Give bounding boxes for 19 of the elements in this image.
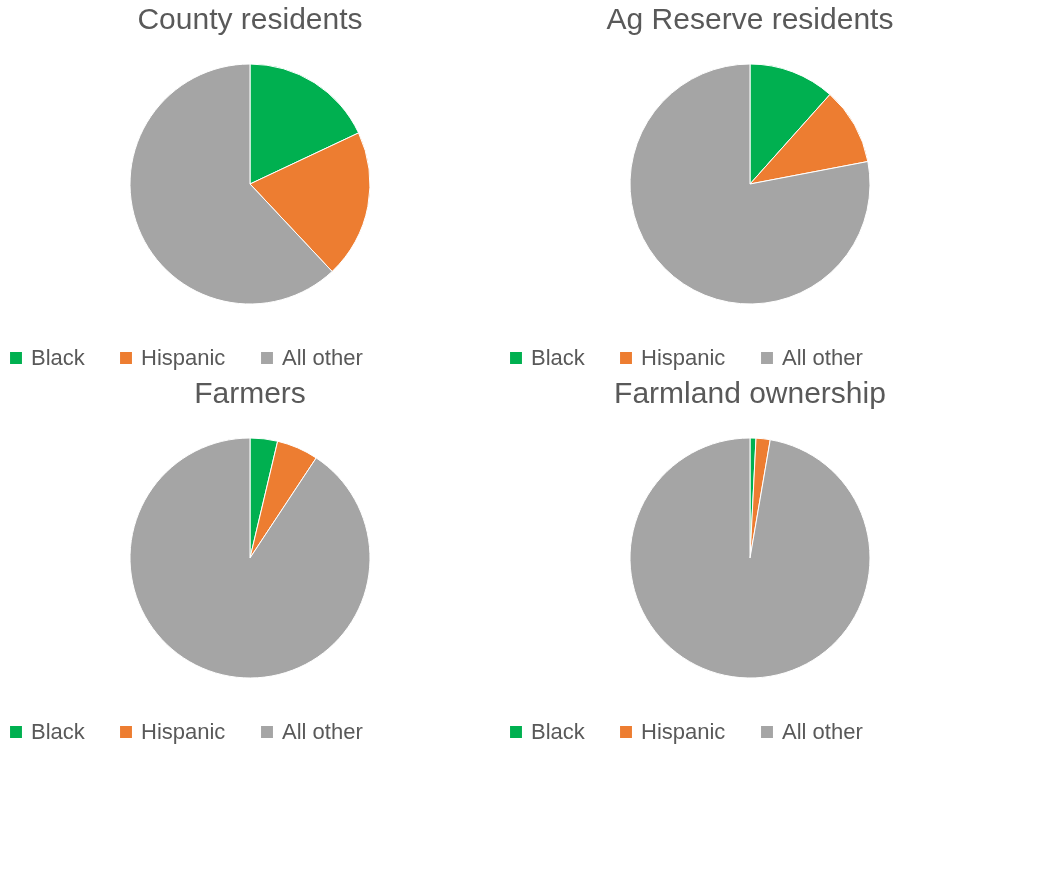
legend-label: Black bbox=[531, 719, 586, 744]
chart-title: County residents bbox=[137, 2, 363, 35]
legend-label: All other bbox=[282, 345, 363, 370]
legend-label: Black bbox=[31, 719, 86, 744]
legend-label: Hispanic bbox=[141, 345, 226, 370]
legend-label: Hispanic bbox=[141, 719, 226, 744]
chart-title: Farmers bbox=[194, 376, 306, 409]
legend-label: Hispanic bbox=[641, 719, 726, 744]
legend-label: Black bbox=[31, 345, 86, 370]
pie-slice bbox=[129, 437, 371, 679]
chart-title: Ag Reserve residents bbox=[606, 2, 894, 35]
legend-label: Black bbox=[531, 345, 586, 370]
legend-label: All other bbox=[282, 719, 363, 744]
pie-slice bbox=[629, 437, 871, 679]
legend-label: Hispanic bbox=[641, 345, 726, 370]
legend-label: All other bbox=[782, 719, 863, 744]
chart-title: Farmland ownership bbox=[614, 376, 886, 409]
legend-label: All other bbox=[782, 345, 863, 370]
pie-slice bbox=[629, 63, 871, 305]
